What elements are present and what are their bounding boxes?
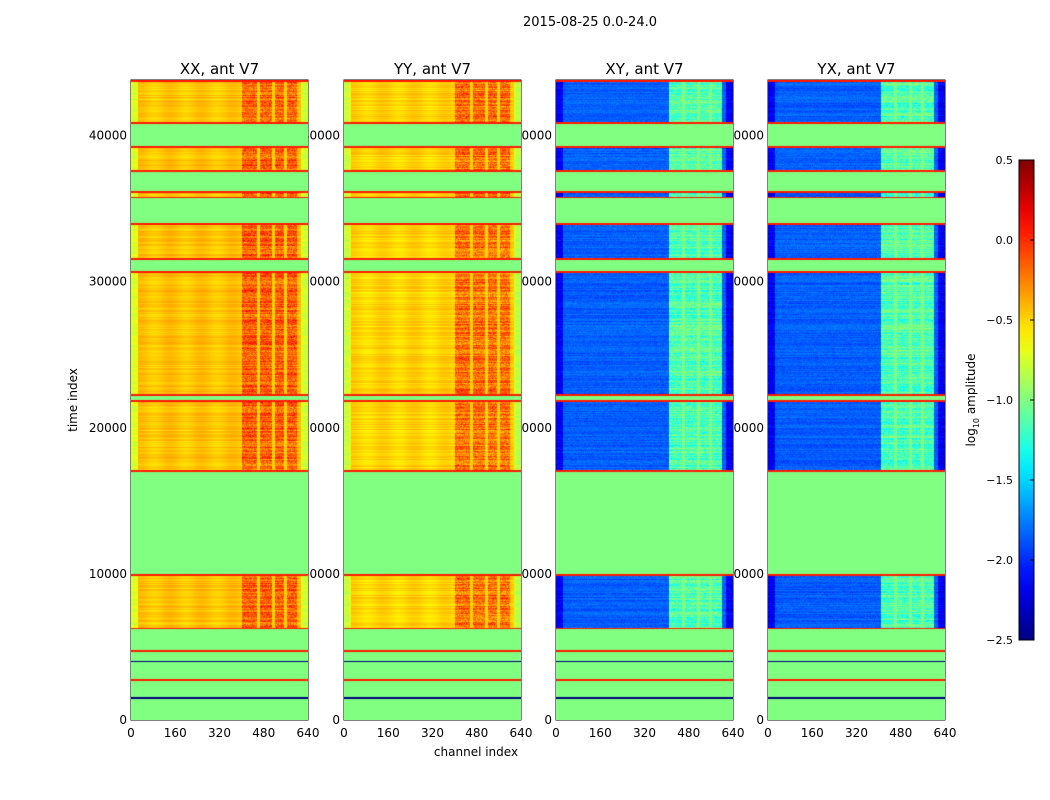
colorbar: 0.5 0.0 −0.5 −1.0 −1.5 −2.0 −2.5 — [986, 154, 1035, 647]
x-tick-label: 640 — [722, 726, 745, 740]
x-tick-label: 320 — [208, 726, 231, 740]
colorbar-tick-label: −2.5 — [986, 634, 1013, 647]
panel-title: XX, ant V7 — [180, 60, 259, 78]
y-axis-label: time index — [66, 368, 80, 432]
colorbar-tick-label: −1.5 — [986, 474, 1013, 487]
y-tick-label: 0 — [332, 713, 340, 727]
colorbar-tick-label: 0.0 — [996, 234, 1014, 247]
heatmap-xx — [131, 80, 308, 720]
y-tick-label: 30000 — [514, 275, 552, 289]
y-tick-label: 40000 — [89, 129, 127, 143]
y-tick-label: 10000 — [514, 567, 552, 581]
x-tick-label: 0 — [127, 726, 135, 740]
y-tick-label: 30000 — [302, 275, 340, 289]
x-tick-label: 480 — [677, 726, 700, 740]
x-tick-label: 640 — [297, 726, 320, 740]
heatmap-yy — [344, 80, 521, 720]
x-tick-label: 640 — [934, 726, 957, 740]
x-tick-label: 640 — [510, 726, 533, 740]
x-tick-label: 480 — [465, 726, 488, 740]
panel-title: YX, ant V7 — [816, 60, 895, 78]
x-tick-label: 0 — [340, 726, 348, 740]
colorbar-label: log10 amplitude — [964, 354, 981, 447]
x-tick-label: 160 — [164, 726, 187, 740]
y-tick-label: 40000 — [726, 129, 764, 143]
colorbar-tick-label: −1.0 — [986, 394, 1013, 407]
y-tick-label: 0 — [544, 713, 552, 727]
y-tick-label: 20000 — [89, 421, 127, 435]
y-tick-label: 40000 — [514, 129, 552, 143]
colorbar-tick-label: −2.0 — [986, 554, 1013, 567]
colorbar-tick-label: 0.5 — [996, 154, 1014, 167]
y-tick-label: 0 — [119, 713, 127, 727]
panel-title: YY, ant V7 — [393, 60, 471, 78]
heatmap-xy — [556, 80, 733, 720]
x-tick-label: 320 — [845, 726, 868, 740]
x-tick-label: 480 — [252, 726, 275, 740]
x-tick-label: 0 — [764, 726, 772, 740]
x-tick-label: 160 — [377, 726, 400, 740]
colorbar-tick-label: −0.5 — [986, 314, 1013, 327]
figure-title: 2015-08-25 0.0-24.0 — [523, 15, 657, 30]
x-tick-label: 480 — [889, 726, 912, 740]
y-tick-label: 30000 — [726, 275, 764, 289]
y-tick-label: 10000 — [89, 567, 127, 581]
x-tick-label: 160 — [589, 726, 612, 740]
y-tick-label: 40000 — [302, 129, 340, 143]
y-tick-label: 20000 — [726, 421, 764, 435]
x-tick-label: 320 — [421, 726, 444, 740]
x-tick-label: 0 — [552, 726, 560, 740]
y-tick-label: 30000 — [89, 275, 127, 289]
panel-title: XY, ant V7 — [605, 60, 683, 78]
y-tick-label: 0 — [756, 713, 764, 727]
y-tick-label: 20000 — [302, 421, 340, 435]
x-tick-label: 160 — [801, 726, 824, 740]
heatmap-yx — [768, 80, 945, 720]
x-axis-label: channel index — [434, 745, 518, 759]
y-tick-label: 20000 — [514, 421, 552, 435]
x-tick-label: 320 — [633, 726, 656, 740]
y-tick-label: 10000 — [726, 567, 764, 581]
panel-yx: YX, ant V7 0 160 320 480 640 0 10000 20000 30000 4… — [726, 60, 957, 740]
y-tick-label: 10000 — [302, 567, 340, 581]
panel-yy: YY, ant V7 0 160 320 480 640 0 10000 20000 30000 4… — [302, 60, 533, 740]
